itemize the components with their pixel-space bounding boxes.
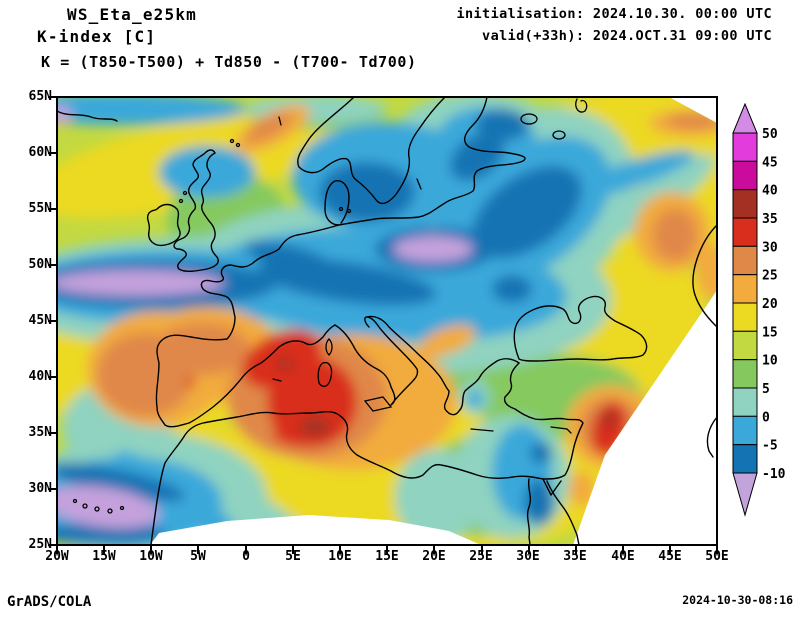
- grads-credit: GrADS/COLA: [7, 594, 92, 610]
- lon-label-20e: 20E: [422, 549, 446, 564]
- lat-label-65n: 65N: [28, 89, 52, 104]
- sinai-coast: [542, 478, 562, 496]
- lat-label-40n: 40N: [28, 369, 52, 384]
- colorbar-arrow-top: [732, 103, 758, 134]
- corsica: [325, 338, 333, 356]
- svg-text:10: 10: [762, 354, 778, 369]
- great-britain-coast: [173, 149, 219, 272]
- shetland: [278, 116, 282, 126]
- lon-label-25e: 25E: [469, 549, 493, 564]
- hebrides-2: [178, 198, 184, 204]
- iceland-coast: [57, 110, 118, 122]
- svg-text:0: 0: [762, 410, 770, 425]
- product-title: K-index [C]: [37, 27, 157, 46]
- lake-ladoga: [520, 113, 538, 125]
- canary-3: [94, 506, 100, 512]
- colorbar-labels: 50 45 40 35 30 25 20 15 10 5 0 -5 -10: [762, 127, 786, 482]
- nile-river: [526, 478, 532, 545]
- sicily: [363, 396, 393, 412]
- lon-label-0: 0: [242, 549, 250, 564]
- lat-label-35n: 35N: [28, 425, 52, 440]
- model-title: WS_Eta_e25km: [67, 5, 197, 24]
- france-iberia-coast: [155, 224, 340, 428]
- faroe-2: [235, 142, 241, 148]
- svg-text:30: 30: [762, 240, 778, 255]
- lat-label-25n: 25N: [28, 537, 52, 552]
- init-time-line: initialisation: 2024.10.30. 00:00 UTC: [456, 6, 772, 22]
- svg-text:-5: -5: [762, 439, 778, 454]
- canary-5: [119, 505, 125, 511]
- svg-text:25: 25: [762, 269, 778, 284]
- islands-and-lakes: [72, 98, 588, 514]
- lat-label-50n: 50N: [28, 257, 52, 272]
- lake-onega: [552, 130, 566, 140]
- svg-text:45: 45: [762, 155, 778, 170]
- persian-gulf-coast: [706, 416, 717, 458]
- canary-2: [82, 503, 88, 509]
- lon-label-10w: 10W: [139, 549, 163, 564]
- creation-timestamp: 2024-10-30-08:16: [682, 593, 793, 607]
- hebrides-1: [182, 190, 188, 196]
- colorbar-arrow-bottom: [732, 472, 758, 517]
- lon-label-35e: 35E: [563, 549, 587, 564]
- valid-time-line: valid(+33h): 2024.OCT.31 09:00 UTC: [482, 28, 772, 44]
- lon-label-15e: 15E: [375, 549, 399, 564]
- red-sea-coast: [546, 480, 580, 545]
- black-sea-coast: [513, 295, 648, 362]
- contour-map-canvas: [57, 97, 717, 545]
- lon-label-5e: 5E: [285, 549, 301, 564]
- faroe-1: [229, 138, 235, 144]
- gotland: [416, 178, 422, 190]
- svg-text:-10: -10: [762, 467, 786, 482]
- lat-label-60n: 60N: [28, 145, 52, 160]
- lon-label-20w: 20W: [45, 549, 69, 564]
- baltic-coast: [338, 97, 526, 226]
- lon-label-40e: 40E: [611, 549, 635, 564]
- caspian-coast: [692, 224, 717, 328]
- jutland-coast: [324, 180, 350, 226]
- svg-text:15: 15: [762, 325, 778, 340]
- lon-label-15w: 15W: [92, 549, 116, 564]
- svg-text:35: 35: [762, 212, 778, 227]
- danish-isle-1: [338, 206, 344, 212]
- adriatic-greece-coast: [366, 315, 520, 416]
- svg-text:50: 50: [762, 127, 778, 142]
- colorbar-segments: [732, 132, 758, 474]
- italy-coast: [334, 316, 419, 406]
- coastlines: [57, 97, 717, 545]
- cyprus: [550, 426, 572, 434]
- balearics: [272, 378, 282, 382]
- lon-label-50e: 50E: [705, 549, 729, 564]
- svg-text:40: 40: [762, 184, 778, 199]
- svg-text:5: 5: [762, 382, 770, 397]
- ireland-coast: [146, 203, 181, 247]
- crete: [470, 428, 494, 432]
- formula-line: K = (T850-T500) + Td850 - (T700- Td700): [41, 53, 417, 71]
- danish-isle-2: [346, 208, 352, 214]
- lon-label-45e: 45E: [658, 549, 682, 564]
- lon-label-5w: 5W: [190, 549, 206, 564]
- mediterranean-africa-coast: [150, 362, 584, 545]
- svg-text:20: 20: [762, 297, 778, 312]
- colorbar: 50 45 40 35 30 25 20 15 10 5 0 -5 -10: [732, 103, 786, 517]
- lon-label-10e: 10E: [328, 549, 352, 564]
- lat-label-30n: 30N: [28, 481, 52, 496]
- sardinia: [317, 361, 333, 388]
- canary-1: [72, 498, 78, 504]
- white-sea: [575, 98, 588, 113]
- lon-label-30e: 30E: [516, 549, 540, 564]
- no-data-mask: [150, 97, 717, 545]
- lat-label-45n: 45N: [28, 313, 52, 328]
- lat-label-55n: 55N: [28, 201, 52, 216]
- scandinavia-coast: [297, 97, 446, 205]
- canary-4: [107, 508, 113, 514]
